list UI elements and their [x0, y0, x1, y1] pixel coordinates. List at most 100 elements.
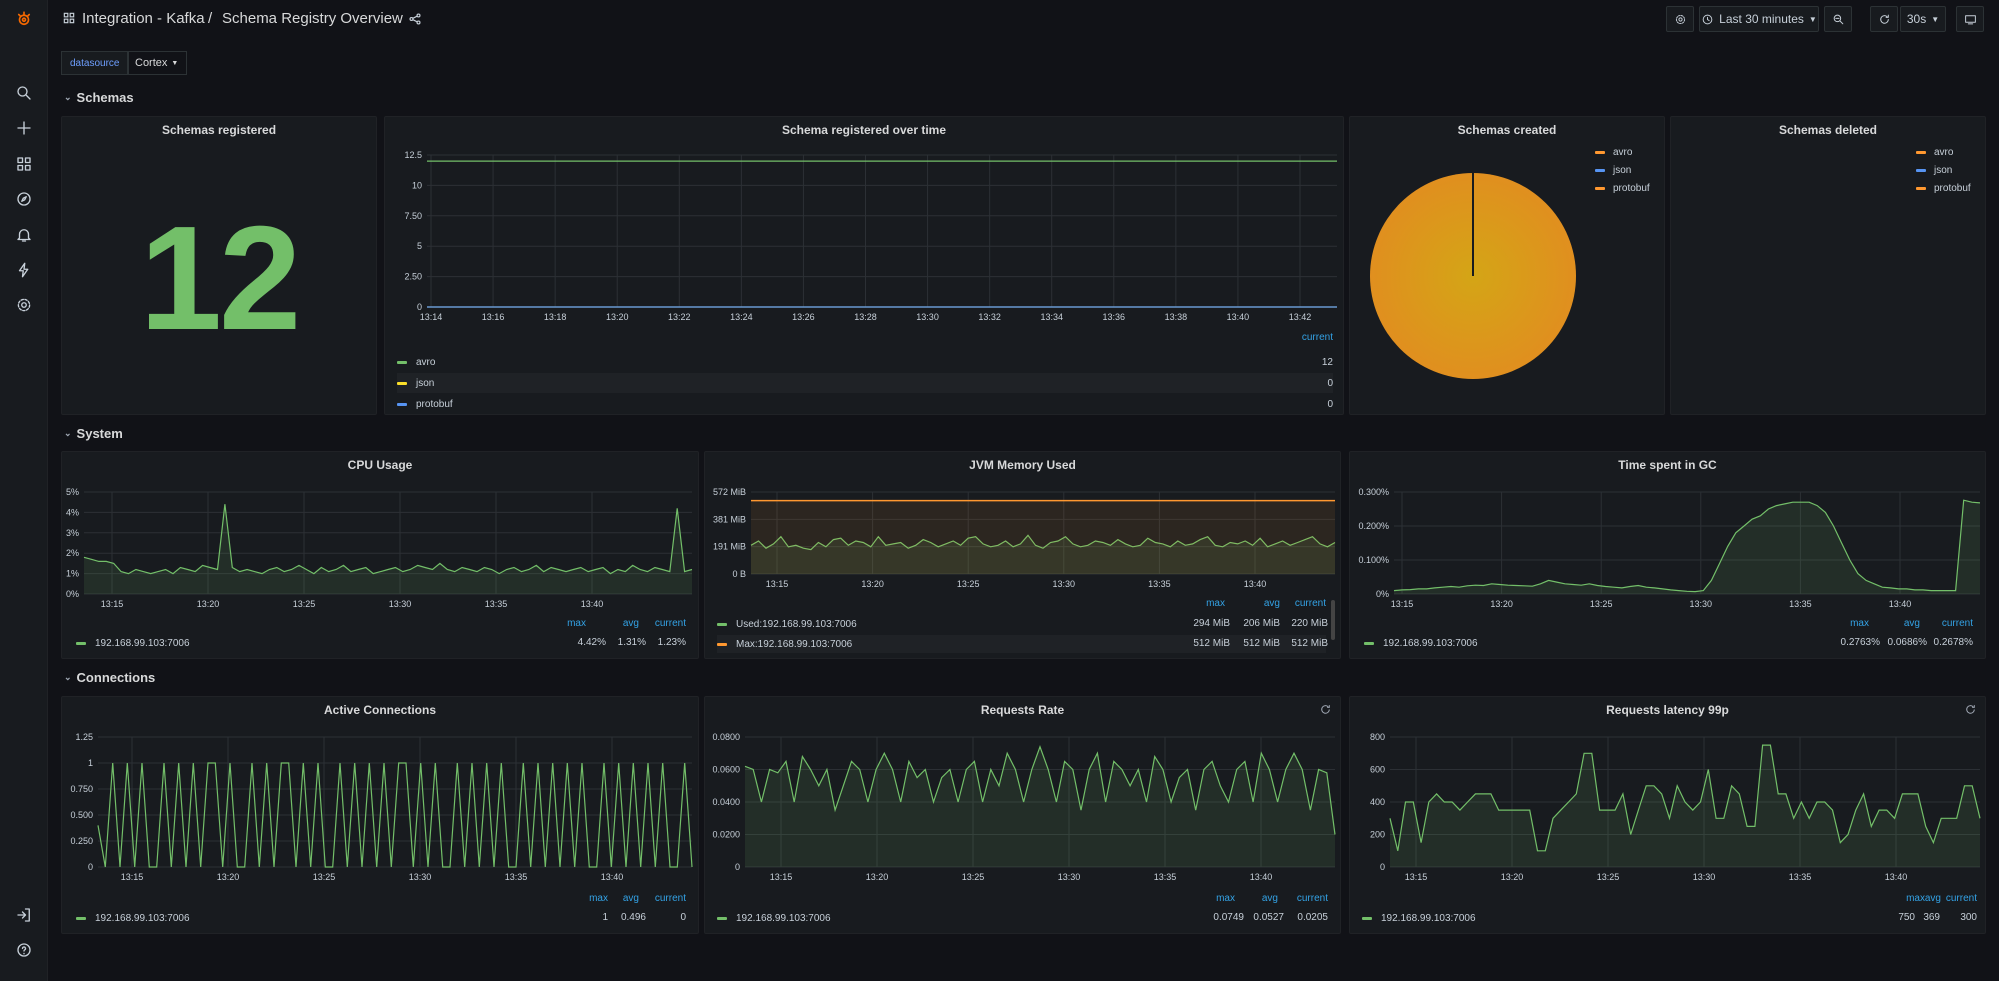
x-tick-label: 13:30: [1058, 872, 1081, 882]
panel-refresh-icon[interactable]: [1319, 703, 1332, 716]
y-tick-label: 0.0400: [712, 797, 740, 807]
panel-requests-rate[interactable]: Requests Rate 0 0.0200 0.0400 0.0600 0.0800 1…: [704, 696, 1341, 934]
legend-item-req-rate[interactable]: 192.168.99.103:7006: [717, 910, 1328, 926]
x-tick-label: 13:20: [1490, 599, 1513, 609]
panel-jvm-memory[interactable]: JVM Memory Used 0 B 191 MiB 381 MiB 572 MiB…: [704, 451, 1341, 659]
refresh-button[interactable]: [1870, 6, 1898, 32]
x-tick-label: 13:15: [766, 579, 789, 589]
legend-item-active-conn[interactable]: 192.168.99.103:7006: [76, 910, 686, 926]
x-tick-label: 13:35: [1789, 599, 1812, 609]
x-tick-label: 13:42: [1289, 312, 1312, 322]
legend-max: 1: [602, 912, 608, 923]
y-tick-label: 800: [1370, 732, 1385, 742]
legend-item-protobuf[interactable]: protobuf 0: [397, 394, 1333, 414]
legend-item-protobuf[interactable]: protobuf: [1916, 183, 1971, 194]
sign-in-icon[interactable]: [14, 905, 34, 925]
panel-title: Schemas deleted: [1778, 123, 1878, 137]
time-range-picker[interactable]: Last 30 minutes ▼: [1699, 6, 1819, 32]
panel-time-in-gc[interactable]: Time spent in GC 0% 0.100% 0.200% 0.300% 13:…: [1349, 451, 1986, 659]
monitor-icon: [1964, 14, 1976, 24]
help-icon[interactable]: [14, 940, 34, 960]
search-icon[interactable]: [14, 83, 34, 103]
row-connections[interactable]: ⌄ Connections: [64, 670, 155, 685]
configuration-gear-icon[interactable]: [14, 295, 34, 315]
panel-title: CPU Usage: [347, 458, 413, 472]
plus-icon[interactable]: [14, 118, 34, 138]
panel-schemas-created[interactable]: Schemas created avro json protobuf: [1349, 116, 1665, 415]
legend-header-current: current: [1941, 618, 1973, 629]
refresh-interval-picker[interactable]: 30s ▼: [1900, 6, 1946, 32]
legend-avg: 512 MiB: [1243, 638, 1280, 649]
dashboard-title[interactable]: Schema Registry Overview: [222, 10, 403, 27]
tv-mode-button[interactable]: [1956, 6, 1984, 32]
legend-item-avro[interactable]: avro 12: [397, 352, 1333, 372]
legend-item-json[interactable]: json: [1916, 165, 1952, 176]
gc-chart: 0% 0.100% 0.200% 0.300% 13:15 13:20 13:25 13:30…: [1358, 487, 1981, 609]
legend-swatch: [1916, 169, 1926, 172]
panel-schema-over-time[interactable]: Schema registered over time 0 2.50 5 7.50 10…: [384, 116, 1344, 415]
y-tick-label: 0: [735, 862, 740, 872]
x-tick-label: 13:30: [1053, 579, 1076, 589]
legend-max: 0.0749: [1213, 912, 1244, 923]
legend-item-req-latency[interactable]: 192.168.99.103:7006: [1362, 910, 1973, 926]
legend-item-gc[interactable]: 192.168.99.103:7006: [1364, 635, 1973, 651]
series-line-192-168-99-103-7006: [1393, 499, 1981, 593]
plugins-bolt-icon[interactable]: [14, 260, 34, 280]
zoom-out-button[interactable]: [1824, 6, 1852, 32]
dashboards-grid-icon[interactable]: [62, 11, 76, 30]
legend-item-jvm-max[interactable]: Max:192.168.99.103:7006: [717, 635, 1326, 653]
panel-schemas-deleted[interactable]: Schemas deleted avro json protobuf: [1670, 116, 1986, 415]
x-tick-label: 13:38: [1165, 312, 1188, 322]
legend-header-avg: avg: [1261, 893, 1278, 904]
legend-label: Max:192.168.99.103:7006: [736, 638, 853, 650]
legend-header-avg: avg: [622, 893, 639, 904]
panel-cpu-usage[interactable]: CPU Usage 0% 1% 2% 3% 4% 5% 13:15 13:20 13:25 13:…: [61, 451, 699, 659]
legend-scrollbar[interactable]: [1331, 600, 1335, 640]
y-tick-label: 0%: [66, 589, 79, 599]
legend-header-max: max: [1206, 598, 1225, 609]
share-icon[interactable]: [408, 12, 422, 31]
x-tick-label: 13:36: [1103, 312, 1126, 322]
panel-active-connections[interactable]: Active Connections 0 0.250 0.500 0.750 1 1.25…: [61, 696, 699, 934]
panel-schemas-registered[interactable]: Schemas registered 12: [61, 116, 377, 415]
y-tick-label: 2%: [66, 548, 79, 558]
x-tick-label: 13:25: [962, 872, 985, 882]
x-tick-label: 13:25: [313, 872, 336, 882]
dashboard-settings-button[interactable]: [1666, 6, 1694, 32]
y-tick-label: 0: [88, 862, 93, 872]
x-tick-label: 13:25: [293, 599, 316, 609]
row-schemas[interactable]: ⌄ Schemas: [64, 90, 134, 105]
refresh-icon: [1879, 14, 1889, 24]
y-tick-label: 5: [417, 241, 422, 251]
y-tick-label: 0.100%: [1358, 555, 1389, 565]
explore-compass-icon[interactable]: [14, 189, 34, 209]
grafana-logo-icon[interactable]: [14, 9, 34, 29]
y-tick-label: 1: [88, 758, 93, 768]
legend-item-avro[interactable]: avro: [1595, 147, 1632, 158]
breadcrumb-folder[interactable]: Integration - Kafka: [82, 10, 205, 27]
dashboards-icon[interactable]: [14, 154, 34, 174]
legend-item-json[interactable]: json 0: [397, 373, 1333, 393]
row-system[interactable]: ⌄ System: [64, 426, 123, 441]
legend-item-cpu[interactable]: 192.168.99.103:7006: [76, 635, 686, 651]
x-tick-label: 13:40: [1885, 872, 1908, 882]
legend-label: 192.168.99.103:7006: [95, 637, 190, 649]
legend-current: 512 MiB: [1291, 638, 1328, 649]
datasource-variable-select[interactable]: Cortex ▼: [128, 51, 187, 75]
legend-item-json[interactable]: json: [1595, 165, 1631, 176]
chevron-down-icon: ⌄: [64, 672, 72, 682]
alerting-bell-icon[interactable]: [14, 225, 34, 245]
x-tick-label: 13:30: [409, 872, 432, 882]
legend-current: 300: [1960, 912, 1977, 923]
legend-item-protobuf[interactable]: protobuf: [1595, 183, 1650, 194]
legend-item-jvm-used[interactable]: Used:192.168.99.103:7006: [717, 615, 1326, 633]
panel-refresh-icon[interactable]: [1964, 703, 1977, 716]
legend-label: protobuf: [1613, 183, 1650, 194]
legend-label: json: [1934, 165, 1953, 176]
series-line-192-168-99-103-7006: [1389, 744, 1981, 852]
legend-current: 0.0205: [1297, 912, 1328, 923]
legend-swatch: [397, 381, 407, 385]
legend-label: json: [416, 377, 435, 389]
panel-requests-latency[interactable]: Requests latency 99p 0 200 400 600 800 13:15 1…: [1349, 696, 1986, 934]
legend-item-avro[interactable]: avro: [1916, 147, 1953, 158]
